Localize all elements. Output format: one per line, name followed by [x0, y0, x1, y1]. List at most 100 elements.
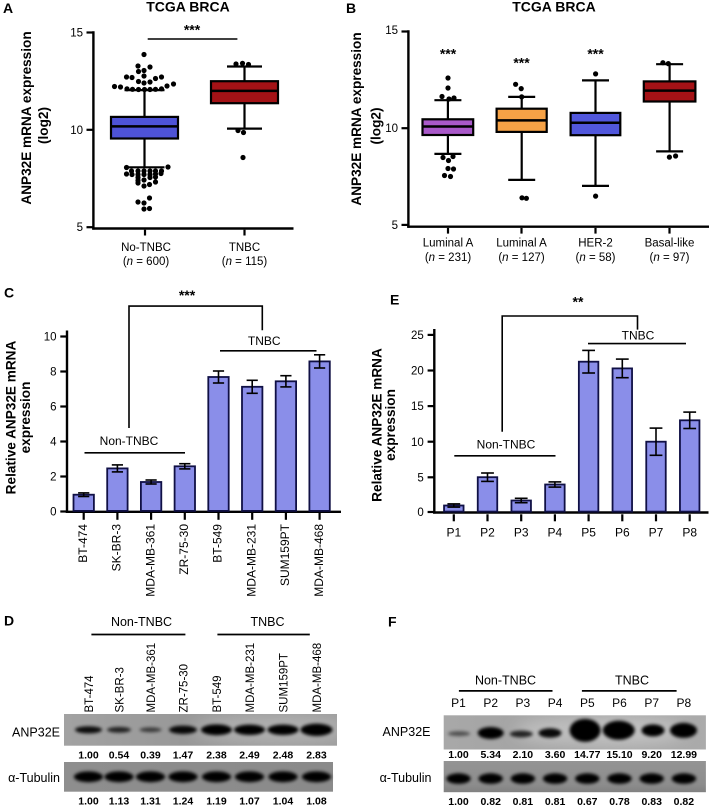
svg-text:15: 15: [385, 25, 398, 37]
svg-text:1.08: 1.08: [306, 796, 327, 807]
svg-text:P6: P6: [615, 526, 630, 540]
svg-text:α-Tubulin: α-Tubulin: [8, 771, 60, 785]
svg-text:4: 4: [50, 437, 57, 449]
svg-text:P1: P1: [446, 526, 461, 540]
svg-text:1.00: 1.00: [78, 750, 99, 762]
svg-text:0.67: 0.67: [577, 796, 598, 807]
svg-text:10: 10: [70, 125, 83, 137]
svg-text:P8: P8: [682, 526, 697, 540]
svg-text:P1: P1: [451, 696, 466, 710]
svg-text:1.04: 1.04: [273, 796, 294, 807]
svg-text:(n = 97): (n = 97): [650, 252, 690, 264]
svg-text:Luminal A: Luminal A: [423, 238, 474, 250]
svg-text:SUM159PT: SUM159PT: [278, 653, 290, 712]
svg-text:1.31: 1.31: [140, 796, 161, 807]
svg-text:5: 5: [417, 472, 423, 484]
svg-text:P7: P7: [649, 526, 664, 540]
svg-text:20: 20: [411, 366, 424, 378]
svg-text:Non-TNBC: Non-TNBC: [100, 434, 159, 448]
svg-text:0.54: 0.54: [109, 750, 130, 762]
svg-text:2.10: 2.10: [513, 749, 534, 761]
svg-text:TNBC: TNBC: [248, 334, 281, 348]
svg-text:1.00: 1.00: [448, 749, 469, 761]
svg-text:MDA-MB-231: MDA-MB-231: [245, 643, 257, 713]
svg-text:10: 10: [44, 332, 57, 344]
svg-text:Luminal A: Luminal A: [496, 238, 547, 250]
svg-text:0.81: 0.81: [513, 796, 534, 807]
svg-text:1.00: 1.00: [78, 796, 99, 807]
svg-text:15: 15: [411, 401, 424, 413]
svg-text:0.82: 0.82: [674, 796, 695, 807]
svg-text:ANP32E: ANP32E: [383, 725, 431, 739]
svg-text:BT-549: BT-549: [211, 524, 225, 563]
svg-text:6: 6: [50, 402, 56, 414]
svg-text:5: 5: [392, 220, 398, 232]
svg-text:***: ***: [513, 54, 530, 70]
svg-text:Non-TNBC: Non-TNBC: [475, 673, 536, 687]
svg-text:MDA-MB-231: MDA-MB-231: [244, 524, 258, 597]
svg-text:1.13: 1.13: [109, 796, 130, 807]
svg-text:(n = 58): (n = 58): [576, 252, 616, 264]
svg-text:ANP32E: ANP32E: [12, 726, 60, 740]
svg-text:BT-549: BT-549: [212, 675, 224, 712]
svg-text:0.39: 0.39: [140, 750, 161, 762]
svg-text:2: 2: [50, 472, 56, 484]
svg-text:α-Tubulin: α-Tubulin: [380, 771, 432, 785]
svg-text:MDA-MB-468: MDA-MB-468: [312, 524, 326, 597]
svg-text:P3: P3: [516, 696, 531, 710]
svg-text:D: D: [4, 613, 14, 629]
svg-text:1.07: 1.07: [239, 796, 260, 807]
svg-text:MDA-MB-361: MDA-MB-361: [146, 643, 158, 713]
svg-text:15: 15: [70, 28, 83, 40]
svg-text:8: 8: [50, 367, 56, 379]
svg-text:12.99: 12.99: [671, 749, 697, 761]
svg-text:2.38: 2.38: [206, 750, 227, 762]
svg-text:TNBC: TNBC: [622, 328, 655, 342]
svg-text:SK-BR-3: SK-BR-3: [110, 524, 124, 572]
svg-text:P4: P4: [548, 696, 563, 710]
svg-text:SUM159PT: SUM159PT: [278, 523, 292, 586]
svg-text:***: ***: [179, 287, 196, 303]
svg-text:P5: P5: [581, 526, 596, 540]
svg-text:Relative ANP32E mRNA: Relative ANP32E mRNA: [370, 348, 385, 502]
svg-text:(n = 231): (n = 231): [425, 252, 472, 264]
svg-text:2.49: 2.49: [239, 750, 260, 762]
svg-text:(log2): (log2): [369, 108, 384, 145]
svg-text:0: 0: [50, 507, 56, 519]
svg-text:TNBC: TNBC: [229, 242, 260, 254]
svg-text:HER-2: HER-2: [578, 238, 613, 250]
svg-text:**: **: [573, 294, 584, 310]
svg-text:0: 0: [417, 507, 423, 519]
svg-text:Non-TNBC: Non-TNBC: [477, 437, 536, 451]
svg-text:14.77: 14.77: [574, 749, 600, 761]
svg-text:0.81: 0.81: [545, 796, 566, 807]
svg-text:(n = 127): (n = 127): [498, 252, 545, 264]
svg-text:10: 10: [385, 123, 398, 135]
svg-text:expression: expression: [18, 382, 33, 454]
svg-text:2.83: 2.83: [306, 750, 327, 762]
svg-text:1.00: 1.00: [448, 796, 469, 807]
svg-text:0.83: 0.83: [641, 796, 662, 807]
svg-text:F: F: [388, 614, 397, 630]
svg-text:C: C: [4, 285, 14, 301]
svg-text:9.20: 9.20: [641, 749, 662, 761]
svg-text:3.60: 3.60: [545, 749, 566, 761]
svg-text:P2: P2: [483, 696, 498, 710]
svg-text:P3: P3: [514, 526, 529, 540]
svg-text:***: ***: [184, 22, 201, 38]
svg-text:P2: P2: [480, 526, 495, 540]
svg-text:No-TNBC: No-TNBC: [121, 242, 171, 254]
svg-text:TNBC: TNBC: [250, 615, 284, 629]
svg-text:1.47: 1.47: [173, 750, 194, 762]
svg-text:0.82: 0.82: [480, 796, 501, 807]
svg-text:E: E: [390, 292, 399, 308]
svg-text:2.48: 2.48: [273, 750, 294, 762]
svg-text:MDA-MB-468: MDA-MB-468: [312, 643, 324, 713]
svg-text:ANP32E mRNA expression: ANP32E mRNA expression: [19, 31, 34, 204]
svg-text:MDA-MB-361: MDA-MB-361: [143, 524, 157, 597]
svg-text:SK-BR-3: SK-BR-3: [114, 667, 126, 712]
svg-text:ANP32E mRNA expression: ANP32E mRNA expression: [349, 32, 364, 205]
svg-text:1.24: 1.24: [173, 796, 194, 807]
svg-text:TCGA BRCA: TCGA BRCA: [512, 0, 595, 15]
svg-text:Basal-like: Basal-like: [645, 238, 695, 250]
